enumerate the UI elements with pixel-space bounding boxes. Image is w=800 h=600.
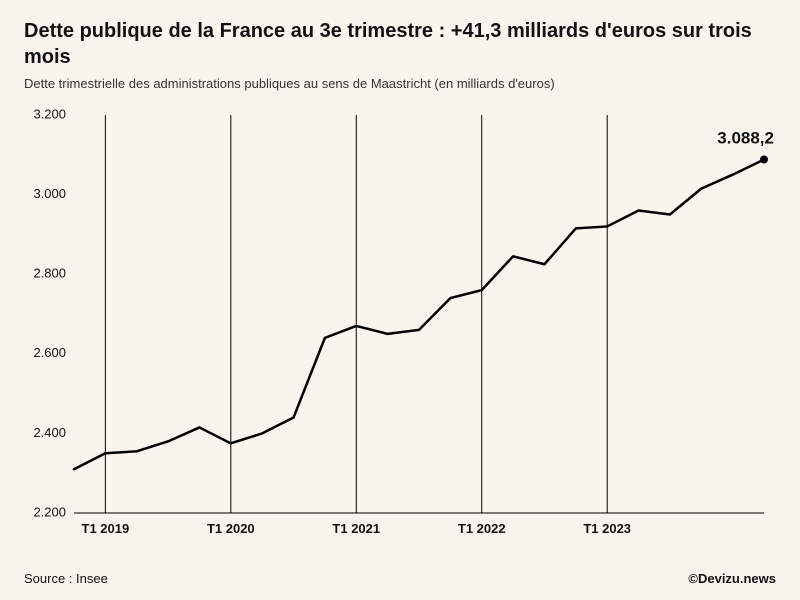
svg-text:T1 2022: T1 2022 xyxy=(458,521,506,536)
chart-subtitle: Dette trimestrielle des administrations … xyxy=(24,76,776,91)
svg-text:T1 2021: T1 2021 xyxy=(332,521,380,536)
svg-text:2.800: 2.800 xyxy=(33,266,66,281)
line-chart-svg: 2.200 2.400 2.600 2.800 3.000 3.200 T1 2019 T1 … xyxy=(24,103,776,543)
chart-title: Dette publique de la France au 3e trimes… xyxy=(24,18,776,70)
svg-text:3.088,2: 3.088,2 xyxy=(717,128,774,147)
chart-footer: Source : Insee ©Devizu.news xyxy=(24,563,776,586)
svg-text:3.000: 3.000 xyxy=(33,186,66,201)
chart-container: Dette publique de la France au 3e trimes… xyxy=(0,0,800,600)
svg-text:2.200: 2.200 xyxy=(33,504,66,519)
svg-text:2.600: 2.600 xyxy=(33,345,66,360)
svg-text:2.400: 2.400 xyxy=(33,425,66,440)
copyright-label: ©Devizu.news xyxy=(688,571,776,586)
source-label: Source : Insee xyxy=(24,571,108,586)
svg-text:T1 2020: T1 2020 xyxy=(207,521,255,536)
svg-text:3.200: 3.200 xyxy=(33,106,66,121)
svg-text:T1 2023: T1 2023 xyxy=(583,521,631,536)
svg-text:T1 2019: T1 2019 xyxy=(82,521,130,536)
chart-plot-area: 2.200 2.400 2.600 2.800 3.000 3.200 T1 2019 T1 … xyxy=(24,103,776,563)
